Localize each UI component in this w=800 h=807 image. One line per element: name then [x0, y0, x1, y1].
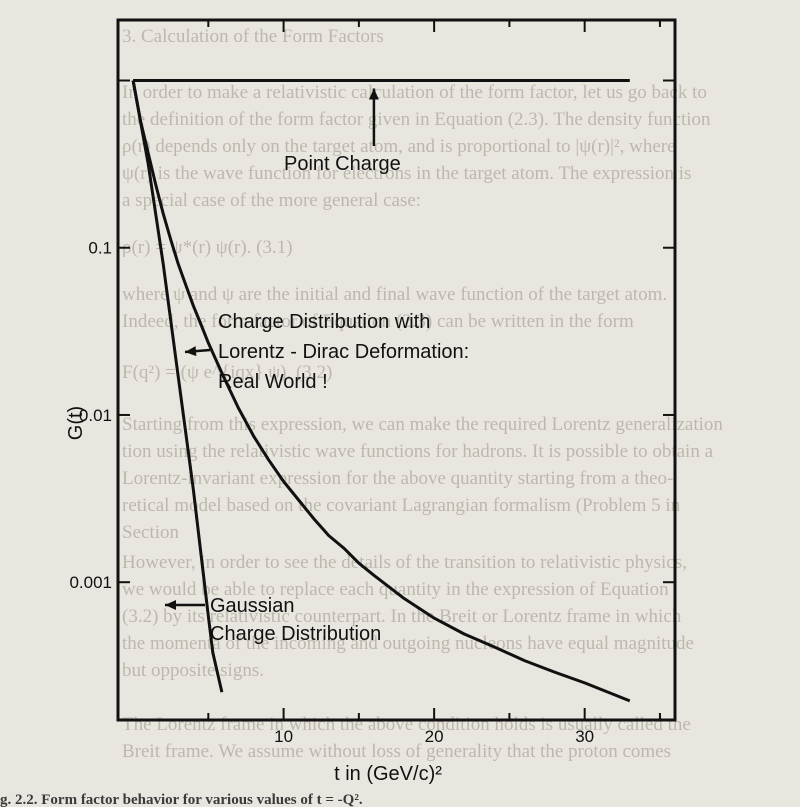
bg-line: Breit frame. We assume without loss of g…: [122, 741, 671, 762]
arrow-point-charge-head: [368, 88, 379, 100]
annotation-gaussian-line1: Gaussian: [210, 595, 295, 617]
bg-line: F(q²) = (ψ e^{iqx} ψ). (3.2): [122, 362, 332, 383]
bg-line: ρ(r) depends only on the target atom, an…: [122, 136, 676, 157]
x-axis-title: t in (GeV/c)²: [334, 763, 442, 785]
bg-line: the definition of the form factor given …: [122, 109, 711, 130]
y-tick-label: 0.001: [69, 573, 112, 592]
curve-lorentz-dirac: [131, 80, 631, 703]
background-page-text: 3. Calculation of the Form Factors In ord…: [122, 26, 723, 762]
bg-line: The Lorentz frame in which the above con…: [122, 714, 691, 735]
bg-line: a special case of the more general case:: [122, 190, 421, 211]
bg-line: the momenta of the incoming and outgoing…: [122, 633, 694, 654]
bg-line: where ψ and ψ are the initial and final …: [122, 284, 667, 305]
figure-caption: g. 2.2. Form factor behavior for various…: [0, 792, 363, 807]
annotation-gaussian-line2: Charge Distribution: [210, 623, 381, 645]
bg-line: Starting from this expression, we can ma…: [122, 414, 723, 435]
bg-line: Section: [122, 522, 179, 543]
bg-line: ρ(r) = ψ*(r) ψ(r). (3.1): [122, 237, 293, 258]
bg-line: In order to make a relativistic calculat…: [122, 82, 707, 103]
x-tick-label: 20: [425, 727, 444, 746]
arrow-real-world-head: [185, 346, 197, 357]
y-tick-label: 0.01: [79, 406, 112, 425]
plot-frame: [116, 18, 677, 722]
bg-line: Indeed, the form factor of Equation (2.3…: [122, 311, 634, 332]
annotation-real-world-line1: Charge Distribution with: [218, 311, 430, 333]
bg-header: 3. Calculation of the Form Factors: [122, 26, 384, 47]
curves: [131, 79, 631, 703]
annotation-real-world-line2: Lorentz - Dirac Deformation:: [218, 341, 469, 363]
y-tick-label: 0.1: [88, 239, 112, 258]
annotation-real-world-line3: Real World !: [218, 371, 328, 393]
x-tick-label: 30: [575, 727, 594, 746]
y-axis-title: G(t): [65, 406, 87, 440]
bg-line: retical model based on the covariant Lag…: [122, 495, 681, 516]
annotation-point-charge: Point Charge: [284, 153, 401, 175]
curve-gaussian: [131, 80, 224, 693]
annotation-arrows: [165, 88, 379, 610]
bg-line: ψ(r) is the wave function for electrons …: [122, 163, 691, 184]
axis-ticks: 10 20 30 0.1 0.01 0.001: [69, 20, 675, 746]
bg-line: tion using the relativistic wave functio…: [122, 441, 714, 462]
bg-line: Lorentz-invariant expression for the abo…: [122, 468, 673, 489]
bg-line: However, in order to see the details of …: [122, 552, 687, 573]
bg-line: we would be able to replace each quantit…: [122, 579, 669, 600]
x-tick-label: 10: [274, 727, 293, 746]
bg-line: but opposite signs.: [122, 660, 264, 681]
arrow-gaussian-head: [165, 600, 176, 610]
bg-line: (3.2) by its relativistic counterpart. I…: [122, 606, 682, 627]
